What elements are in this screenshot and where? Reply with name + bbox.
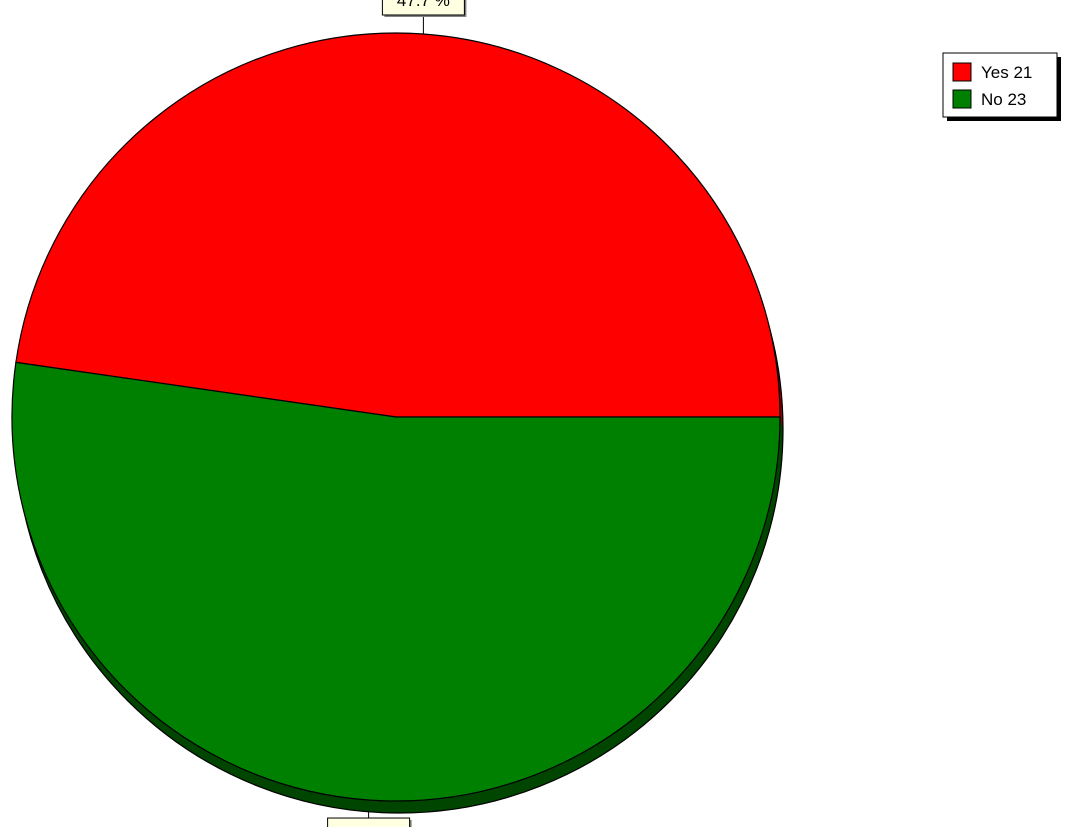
legend-swatch-yes xyxy=(952,62,972,82)
legend: Yes 21 No 23 xyxy=(942,52,1061,121)
data-label-no: 52.3 % xyxy=(342,824,395,827)
data-label-box-yes xyxy=(381,0,465,16)
data-labels-group: 47.7 % 52.3 % xyxy=(327,0,467,827)
legend-swatch-no xyxy=(952,89,972,109)
data-label-yes: 47.7 % xyxy=(397,0,450,10)
pie-slice-yes xyxy=(15,32,781,418)
legend-item-no: No 23 xyxy=(981,90,1026,109)
legend-item-yes: Yes 21 xyxy=(981,63,1032,82)
pie-slice-no xyxy=(11,361,781,802)
pie-slices-group xyxy=(11,32,781,802)
data-label-box-no xyxy=(327,817,411,827)
